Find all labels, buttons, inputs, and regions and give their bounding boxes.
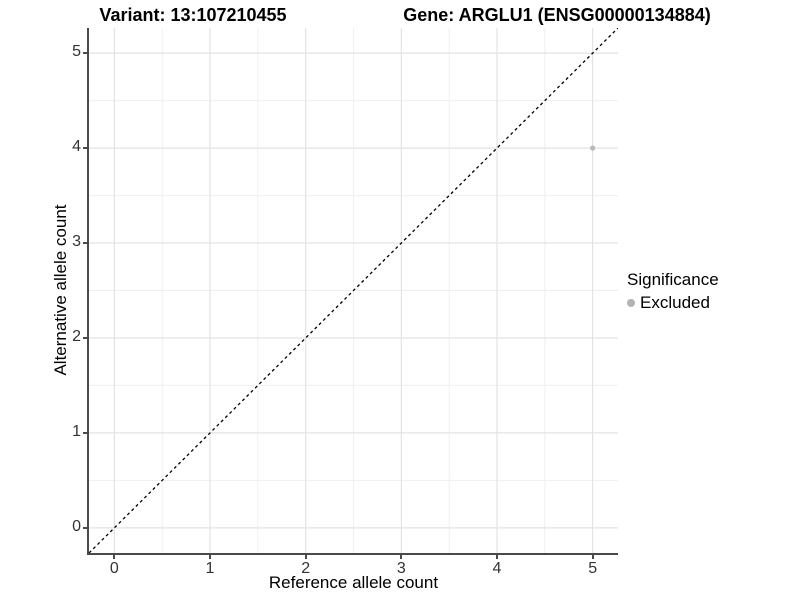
y-axis-title: Alternative allele count: [51, 204, 70, 376]
x-tick-label: 2: [301, 560, 311, 577]
legend: Significance Excluded: [627, 270, 719, 313]
identity-line: [89, 28, 618, 553]
x-tick-label: 3: [396, 560, 406, 577]
x-tick-label: 5: [588, 560, 598, 577]
x-tick-label: 4: [492, 560, 502, 577]
x-axis-tick: [113, 555, 116, 559]
x-axis-tick: [304, 555, 307, 559]
plot-title-variant: Variant: 13:107210455: [99, 5, 287, 25]
y-tick-label: 4: [72, 138, 81, 156]
y-axis-tick: [83, 336, 87, 339]
legend-title: Significance: [627, 270, 719, 289]
y-tick-label: 1: [72, 422, 81, 440]
legend-item: Excluded: [627, 293, 719, 313]
y-axis-tick: [83, 242, 87, 245]
x-axis-tick: [591, 555, 594, 559]
x-axis-tick: [209, 555, 211, 559]
y-tick-label: 5: [72, 43, 81, 61]
legend-key-dot-icon: [627, 299, 635, 307]
y-tick-label: 2: [72, 327, 81, 345]
plot-title-gene: Gene: ARGLU1 (ENSG00000134884): [403, 5, 711, 25]
x-axis-tick: [495, 555, 498, 559]
y-axis-tick: [83, 52, 87, 55]
x-tick-label: 1: [205, 560, 215, 577]
plot-panel: [87, 28, 618, 555]
y-axis-tick: [83, 147, 87, 150]
y-tick-label: 0: [72, 517, 81, 535]
data-point: [590, 145, 596, 151]
chart-canvas: [89, 28, 618, 553]
y-axis-tick: [83, 431, 87, 434]
y-tick-label: 3: [72, 233, 81, 251]
x-tick-label: 0: [109, 560, 119, 577]
x-axis-tick: [400, 555, 403, 559]
legend-items: Excluded: [627, 293, 719, 313]
y-axis-tick: [83, 526, 87, 529]
x-axis-title: Reference allele count: [268, 573, 439, 592]
legend-item-label: Excluded: [640, 293, 710, 312]
